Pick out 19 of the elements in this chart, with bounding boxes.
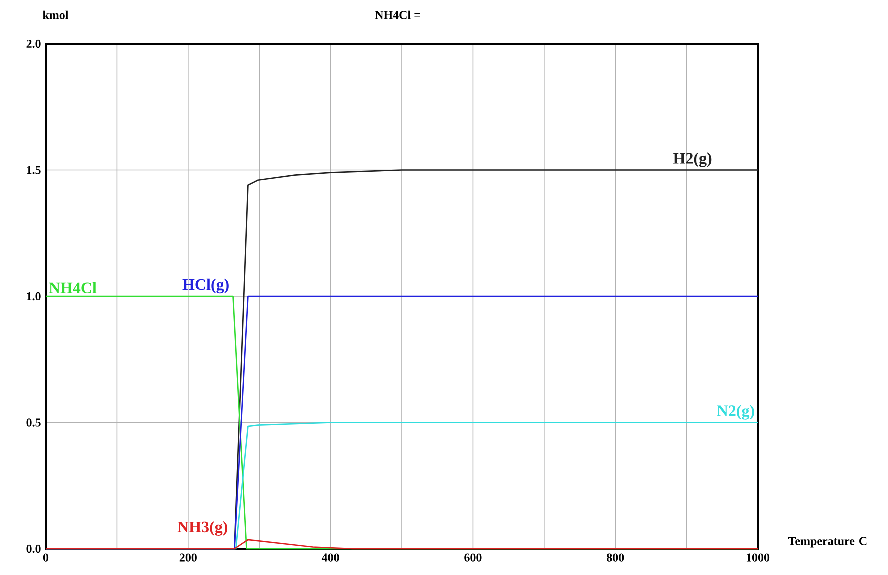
x-tick-label: 800 — [607, 554, 624, 562]
x-axis-title: Temperature C — [788, 537, 867, 548]
series-label: N2(g) — [717, 405, 754, 420]
y-tick-label: 1.0 — [27, 292, 41, 301]
x-tick-label: 1000 — [746, 554, 770, 562]
chart-title: NH4Cl = — [375, 10, 420, 20]
y-tick-label: 1.5 — [27, 166, 41, 174]
series-label: H2(g) — [674, 152, 712, 168]
y-tick-label: 0.5 — [26, 418, 41, 427]
series-label: NH3(g) — [178, 521, 228, 536]
x-tick-label: 0 — [43, 554, 49, 562]
x-tick-label: 200 — [180, 554, 197, 562]
x-tick-label: 400 — [322, 554, 340, 562]
y-axis-title: kmol — [43, 10, 69, 20]
x-tick-label: 600 — [464, 554, 482, 562]
series-label: NH4Cl — [49, 282, 97, 294]
y-tick-label: 0.0 — [26, 544, 41, 554]
series-label: HCl(g) — [182, 278, 229, 294]
y-tick-label: 2.0 — [26, 40, 41, 48]
